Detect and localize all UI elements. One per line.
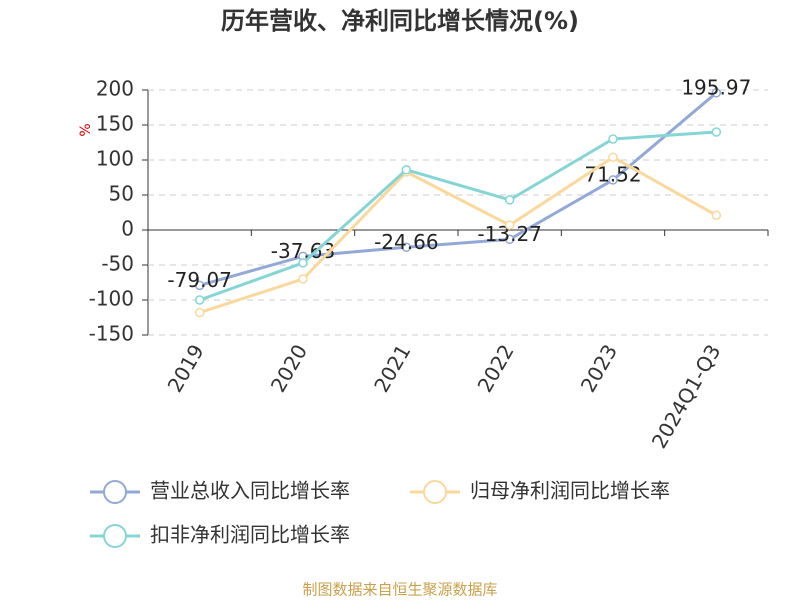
legend-label: 扣非净利润同比增长率 — [150, 523, 350, 547]
y-tick-label: -100 — [89, 287, 134, 311]
data-label: -24.66 — [374, 230, 438, 254]
y-tick-label: 0 — [121, 217, 134, 241]
source-note: 制图数据来自恒生聚源数据库 — [302, 581, 497, 599]
point — [711, 127, 722, 137]
y-tick-label: 150 — [96, 112, 134, 136]
point — [194, 280, 205, 291]
y-tick-label: 200 — [96, 77, 134, 101]
data-label: 71.52 — [584, 162, 641, 186]
series-line — [199, 130, 717, 302]
y-axis-label: % — [78, 123, 94, 136]
x-tick-label: 2020 — [266, 340, 312, 396]
point — [504, 195, 515, 205]
x-tick-label: 2023 — [576, 340, 622, 396]
series-line — [199, 155, 718, 315]
legend-marker — [103, 524, 127, 548]
point — [401, 242, 412, 253]
data-label: 195.97 — [681, 75, 751, 99]
x-tick-label: 2024Q1-Q3 — [647, 340, 726, 452]
y-tick-label: -150 — [89, 322, 134, 346]
chart-title: 历年营收、净利同比增长情况(%) — [221, 7, 579, 35]
point — [298, 258, 308, 268]
y-tick-label: -50 — [101, 252, 134, 276]
legend-marker — [423, 480, 447, 504]
x-tick-label: 2022 — [473, 340, 519, 396]
point — [194, 307, 205, 318]
point — [608, 152, 618, 162]
point — [504, 220, 515, 230]
point — [401, 165, 412, 175]
data-label: -79.07 — [167, 268, 231, 292]
point — [298, 274, 308, 284]
y-tick-label: 50 — [109, 182, 134, 206]
x-tick-label: 2021 — [369, 340, 415, 396]
point — [711, 88, 722, 98]
legend-label: 营业总收入同比增长率 — [150, 479, 350, 503]
y-tick-label: 100 — [96, 147, 134, 171]
legend-marker — [103, 480, 127, 504]
point — [504, 234, 515, 245]
legend-label: 归母净利润同比增长率 — [470, 479, 670, 503]
point — [711, 210, 722, 221]
x-tick-label: 2019 — [163, 340, 209, 396]
point — [194, 295, 205, 305]
point — [608, 175, 618, 185]
point — [608, 134, 618, 144]
